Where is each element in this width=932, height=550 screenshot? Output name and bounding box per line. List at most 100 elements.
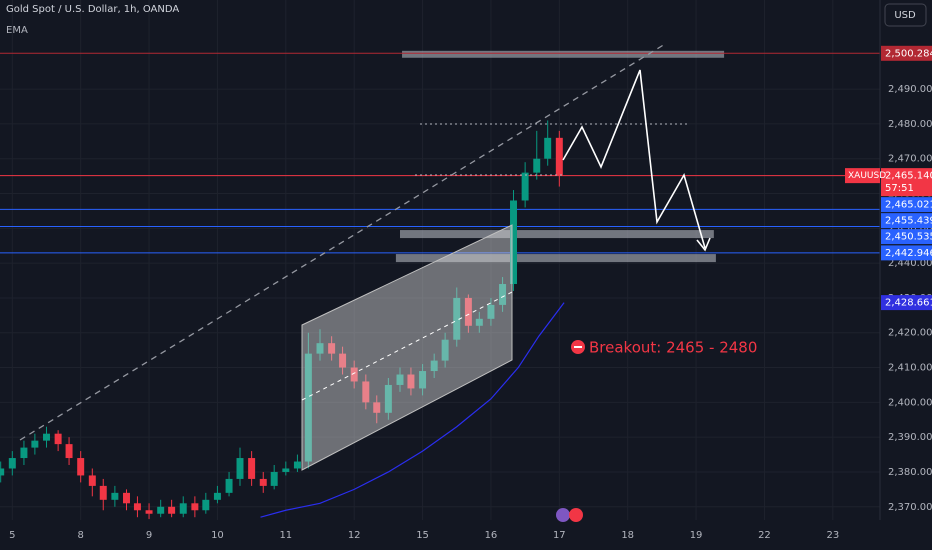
x-tick-label: 15 — [416, 530, 429, 541]
zone — [395, 254, 716, 263]
candle-body — [270, 471, 278, 486]
candle-body — [259, 478, 267, 486]
candle-body — [145, 510, 153, 514]
candle-body — [111, 492, 119, 500]
candle-body — [430, 360, 438, 372]
event-icon[interactable] — [569, 508, 583, 522]
candle-body — [0, 468, 5, 476]
price-axis — [880, 0, 932, 550]
candle-body — [191, 503, 199, 511]
y-tick-label: 2,490.000 — [888, 84, 932, 95]
x-tick-label: 9 — [146, 530, 152, 541]
candle-body — [555, 137, 563, 176]
candle-body — [475, 318, 483, 326]
indicator-name: EMA — [6, 25, 28, 36]
candle-body — [293, 461, 301, 469]
symbol-tag-bg — [845, 168, 880, 184]
symbol-title: Gold Spot / U.S. Dollar, 1h, OANDA — [6, 4, 179, 15]
currency-button[interactable] — [884, 3, 927, 27]
candle-body — [65, 444, 73, 459]
candle-body — [441, 339, 449, 361]
price-label: 2,455.439 — [885, 216, 932, 227]
y-tick-label: 2,400.000 — [888, 397, 932, 408]
candle-body — [499, 284, 507, 305]
y-tick-label: 2,410.000 — [888, 363, 932, 374]
x-tick-label: 23 — [826, 530, 839, 541]
candle-body — [339, 353, 347, 368]
event-icon[interactable] — [556, 508, 570, 522]
candle-body — [43, 433, 50, 441]
candle-body — [99, 485, 107, 500]
y-tick-label: 2,380.000 — [888, 467, 932, 478]
candle-body — [213, 492, 221, 500]
candle-body — [236, 458, 244, 479]
candle-body — [453, 297, 461, 340]
candle-body — [350, 367, 358, 382]
candle-body — [544, 137, 552, 159]
candle-body — [362, 381, 370, 403]
x-tick-label: 22 — [758, 530, 771, 541]
price-label: 2,465.021 — [885, 200, 932, 211]
x-tick-label: 18 — [621, 530, 634, 541]
price-label: 2,465.140 — [885, 171, 932, 182]
x-tick-label: 12 — [348, 530, 361, 541]
x-tick-label: 5 — [9, 530, 15, 541]
annotation: Breakout: 2465 - 2480 — [589, 339, 757, 357]
stop-icon-bar — [574, 346, 582, 348]
price-label-bg — [881, 168, 932, 197]
currency: USD — [894, 10, 916, 21]
candle-body — [510, 200, 517, 285]
candle-body — [304, 353, 312, 462]
candle-body — [407, 374, 415, 389]
y-tick-label: 2,370.000 — [888, 502, 932, 513]
price-label-bg — [881, 229, 932, 245]
price-label-bg — [881, 197, 932, 213]
trend-line — [19, 43, 666, 441]
candle-body — [282, 468, 290, 472]
projection-path — [562, 69, 706, 249]
y-tick-label: 2,480.000 — [888, 119, 932, 130]
x-tick-label: 11 — [279, 530, 292, 541]
candle-body — [316, 343, 324, 354]
candle-body — [533, 158, 541, 173]
candle-body — [384, 384, 392, 413]
channel — [301, 224, 513, 471]
y-tick-label: 2,440.000 — [888, 258, 932, 269]
zone — [402, 50, 725, 58]
price-label: 2,450.535 — [885, 232, 932, 243]
arrow-head — [696, 237, 711, 252]
countdown: 57:51 — [885, 183, 914, 194]
candle-body — [133, 503, 141, 511]
candle-body — [168, 506, 176, 514]
candle-body — [328, 343, 336, 354]
ema-line — [260, 302, 565, 518]
x-tick-label: 16 — [485, 530, 498, 541]
x-tick-label: 19 — [690, 530, 703, 541]
price-label: 2,442.946 — [885, 248, 932, 259]
symbol-tag: XAUUSD — [848, 171, 886, 181]
candle-body — [396, 374, 404, 385]
y-tick-label: 2,450.000 — [888, 223, 932, 234]
candle-body — [521, 172, 529, 201]
y-tick-label: 2,470.000 — [888, 154, 932, 165]
candle-body — [88, 475, 96, 486]
price-label-bg — [881, 245, 932, 261]
price-label-bg — [881, 45, 932, 61]
candle-body — [419, 371, 427, 389]
price-label-bg — [881, 295, 932, 311]
candle-body — [464, 297, 472, 326]
x-tick-label: 8 — [77, 530, 83, 541]
candle-body — [487, 304, 495, 319]
candle-body — [225, 478, 233, 493]
candle-body — [179, 503, 187, 514]
candle-body — [31, 440, 39, 448]
candle-body — [373, 402, 381, 413]
candle-body — [202, 499, 210, 511]
candle-body — [20, 447, 28, 459]
y-tick-label: 2,390.000 — [888, 432, 932, 443]
candle-body — [123, 492, 130, 504]
price-label: 2,428.661 — [885, 298, 932, 309]
y-tick-label: 2,420.000 — [888, 328, 932, 339]
